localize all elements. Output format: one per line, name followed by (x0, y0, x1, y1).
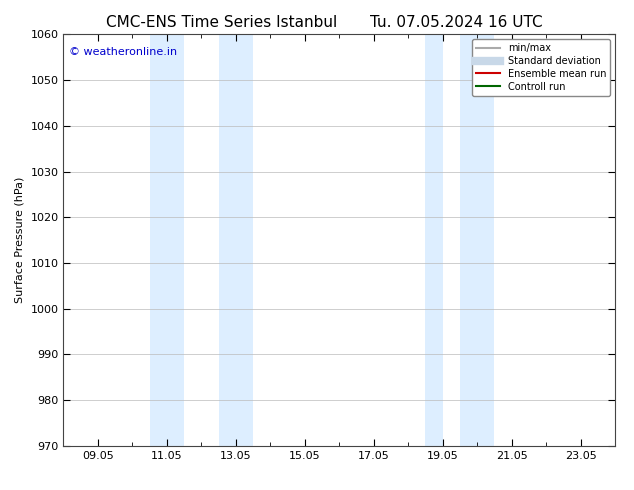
Bar (425, 34, 443, 446)
Text: CMC-ENS Time Series Istanbul: CMC-ENS Time Series Istanbul (107, 15, 337, 30)
Y-axis label: Surface Pressure (hPa): Surface Pressure (hPa) (15, 177, 25, 303)
Text: Tu. 07.05.2024 16 UTC: Tu. 07.05.2024 16 UTC (370, 15, 543, 30)
Legend: min/max, Standard deviation, Ensemble mean run, Controll run: min/max, Standard deviation, Ensemble me… (472, 39, 610, 96)
Text: © weatheronline.in: © weatheronline.in (69, 47, 177, 57)
Bar (219, 34, 253, 446)
Bar (150, 34, 184, 446)
Bar (460, 34, 495, 446)
